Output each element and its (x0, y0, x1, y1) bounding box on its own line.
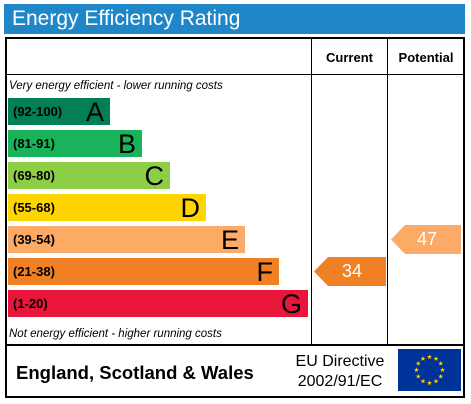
eu-star-icon (438, 373, 444, 379)
potential-arrow-shape (391, 225, 461, 254)
eu-star-icon (415, 373, 421, 379)
eu-stars (414, 354, 445, 386)
page-title: Energy Efficiency Rating (12, 7, 241, 30)
current-rating-value: 34 (342, 261, 363, 281)
directive-number: 2002/91/EC (297, 373, 383, 390)
band-range: (21-38) (13, 264, 55, 279)
title-bar: Energy Efficiency Rating (4, 4, 465, 34)
band-letter: E (220, 225, 239, 255)
eu-star-icon (433, 378, 439, 384)
band-a: (92-100) A (8, 97, 110, 127)
footer-divider (7, 344, 464, 346)
band-range: (1-20) (13, 296, 48, 311)
band-range: (55-68) (13, 200, 55, 215)
eu-star-icon (427, 380, 432, 386)
eu-star-icon (438, 360, 444, 366)
band-e: (39-54) E (8, 225, 245, 255)
band-range: (92-100) (13, 104, 63, 119)
rating-frame (5, 37, 465, 398)
band-d: (55-68) D (8, 193, 206, 223)
directive-label: EU Directive (295, 353, 385, 370)
header-divider (7, 74, 464, 75)
band-letter: F (256, 257, 274, 287)
potential-column-header: Potential (398, 50, 454, 65)
inefficient-note: Not energy efficient - higher running co… (9, 328, 222, 340)
eu-star-icon (414, 367, 419, 373)
band-range: (81-91) (13, 136, 55, 151)
eu-flag-icon (398, 349, 461, 391)
eu-star-icon (440, 367, 445, 373)
band-letter: G (280, 289, 302, 319)
band-g: (1-20) G (8, 289, 308, 319)
eu-star-icon (420, 378, 426, 384)
eu-star-icon (415, 360, 421, 366)
band-letter: D (180, 193, 201, 223)
efficient-note: Very energy efficient - lower running co… (9, 80, 223, 92)
potential-rating-value: 47 (417, 229, 438, 249)
band-letter: A (85, 97, 104, 127)
band-range: (69-80) (13, 168, 55, 183)
band-c: (69-80) C (8, 161, 170, 191)
eu-star-icon (427, 354, 432, 360)
divider-potential (387, 39, 388, 345)
eu-star-icon (420, 356, 426, 361)
current-arrow-shape (314, 257, 386, 286)
divider-current (311, 39, 312, 345)
band-b: (81-91) B (8, 129, 142, 159)
band-f: (21-38) F (8, 257, 279, 287)
band-letter: B (117, 129, 136, 159)
country-label: England, Scotland & Wales (16, 362, 254, 383)
current-column-header: Current (326, 50, 373, 65)
eu-star-icon (433, 356, 439, 361)
band-range: (39-54) (13, 232, 55, 247)
band-letter: C (144, 161, 165, 191)
